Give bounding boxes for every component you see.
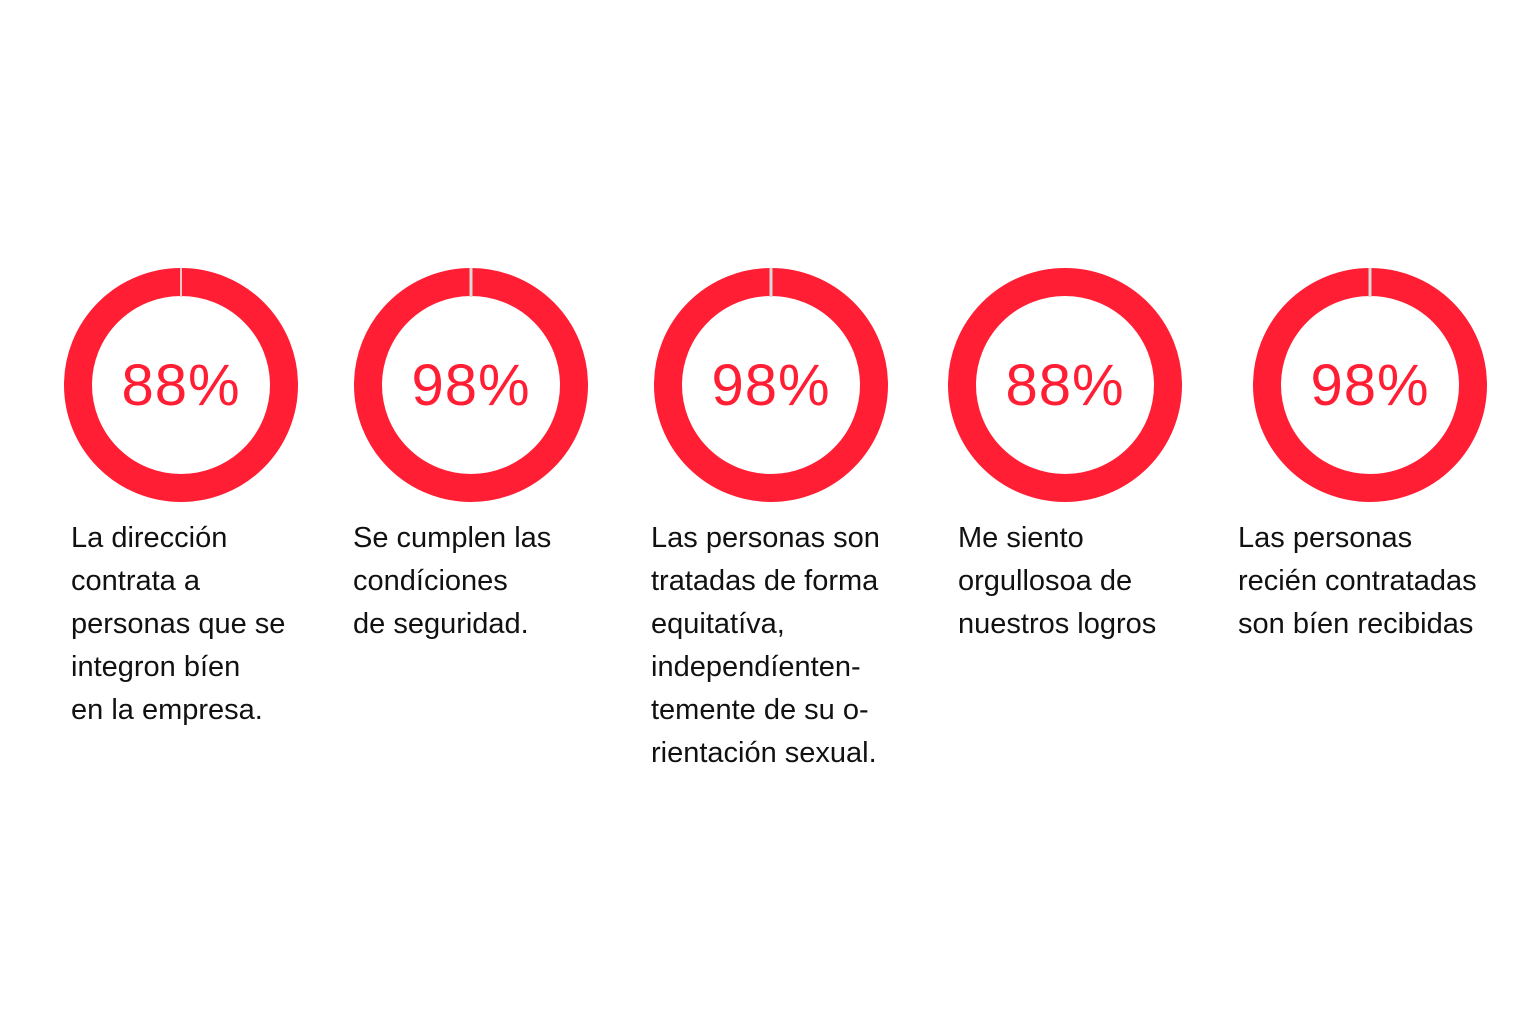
percent-value: 98% [411,352,531,418]
stat-label: Me siento orgullosoa de nuestros logros [958,522,1157,640]
stat-label: La dirección contrata a personas que se … [71,522,286,726]
percent-value: 98% [1310,352,1430,418]
donut-ring-icon [64,268,298,502]
stat-label: Las personas son tratadas de forma equit… [651,522,880,769]
donut-ring-icon [948,268,1182,502]
stat-label: Se cumplen las condíciones de seguridad. [353,522,552,640]
donut-ring-icon [354,268,588,502]
percent-value: 98% [711,352,831,418]
donut-ring-icon [1253,268,1487,502]
stat-label: Las personas recién contratadas son bíen… [1238,522,1477,640]
donut-ring-icon [654,268,888,502]
percent-value: 88% [121,352,241,418]
percent-value: 88% [1005,352,1125,418]
